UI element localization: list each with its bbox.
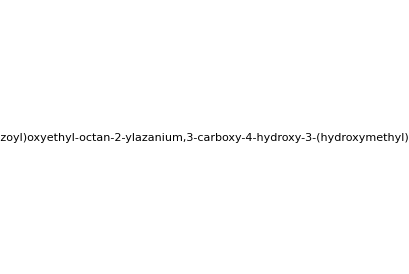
Text: 2-(4-aminobenzoyl)oxyethyl-octan-2-ylazanium,3-carboxy-4-hydroxy-3-(hydroxymethy: 2-(4-aminobenzoyl)oxyethyl-octan-2-ylaza… <box>0 133 409 143</box>
